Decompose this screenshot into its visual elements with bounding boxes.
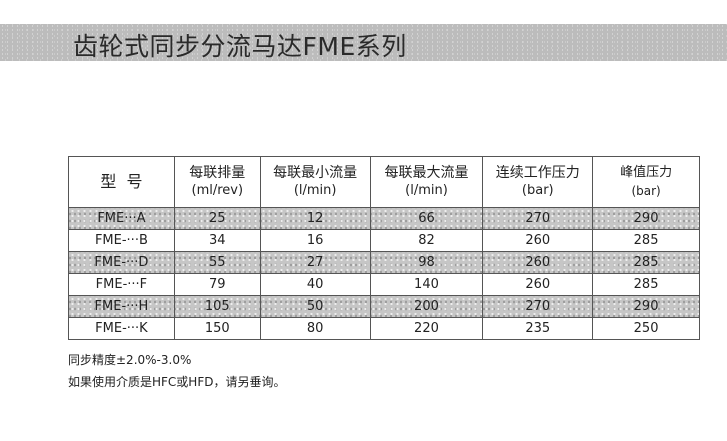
cell-value: 260	[482, 273, 594, 296]
cell-value: 82	[369, 229, 484, 252]
cell-value: 27	[259, 251, 371, 274]
cell-model: FME-···D	[68, 251, 175, 274]
table-row: FME-···K 150 80 220 235 250	[68, 317, 700, 340]
header-model: 型 号	[68, 156, 175, 208]
header-max-flow: 每联最大流量 (l/min)	[369, 156, 484, 208]
cell-value: 285	[592, 229, 700, 252]
cell-value: 40	[259, 273, 371, 296]
cell-value: 285	[592, 251, 700, 274]
cell-value: 285	[592, 273, 700, 296]
cell-value: 260	[482, 229, 594, 252]
cell-value: 260	[482, 251, 594, 274]
table-row: FME-···F 79 40 140 260 285	[68, 273, 700, 296]
cell-model: FME-···H	[68, 295, 175, 318]
cell-value: 270	[482, 207, 594, 230]
table-row: FME-···B 34 16 82 260 285	[68, 229, 700, 252]
cell-value: 140	[369, 273, 484, 296]
cell-value: 270	[482, 295, 594, 318]
cell-value: 16	[259, 229, 371, 252]
page-title: 齿轮式同步分流马达FME系列	[73, 32, 407, 61]
cell-value: 25	[173, 207, 261, 230]
header-continuous-pressure: 连续工作压力 (bar)	[482, 156, 594, 208]
cell-value: 80	[259, 317, 371, 340]
table-header: 型 号 每联排量 (ml/rev) 每联最小流量 (l/min) 每联最大流量 (l/…	[68, 156, 700, 208]
cell-value: 34	[173, 229, 261, 252]
cell-value: 200	[369, 295, 484, 318]
cell-value: 50	[259, 295, 371, 318]
cell-value: 250	[592, 317, 700, 340]
note-hfc-hfd: 如果使用介质是HFC或HFD，请另垂询。	[68, 375, 286, 389]
cell-value: 220	[369, 317, 484, 340]
cell-value: 235	[482, 317, 594, 340]
cell-model: FME-···F	[68, 273, 175, 296]
notes: 同步精度±2.0%-3.0% 如果使用介质是HFC或HFD，请另垂询。	[68, 349, 285, 393]
spec-table: 型 号 每联排量 (ml/rev) 每联最小流量 (l/min) 每联最大流量 (l/…	[68, 156, 700, 340]
cell-value: 290	[592, 295, 700, 318]
cell-model: FME-···K	[68, 317, 175, 340]
cell-value: 290	[592, 207, 700, 230]
cell-model: FME···A	[68, 207, 175, 230]
cell-value: 66	[369, 207, 484, 230]
cell-value: 150	[173, 317, 261, 340]
cell-value: 55	[173, 251, 261, 274]
header-peak-pressure: 峰值压力 (bar)	[592, 156, 700, 208]
table-row: FME-···D 55 27 98 260 285	[68, 251, 700, 274]
cell-value: 79	[173, 273, 261, 296]
cell-value: 98	[369, 251, 484, 274]
table-row: FME···A 25 12 66 270 290	[68, 207, 700, 230]
cell-model: FME-···B	[68, 229, 175, 252]
note-sync-accuracy: 同步精度±2.0%-3.0%	[68, 353, 192, 367]
header-min-flow: 每联最小流量 (l/min)	[259, 156, 371, 208]
title-bar: 齿轮式同步分流马达FME系列	[0, 24, 727, 61]
cell-value: 105	[173, 295, 261, 318]
cell-value: 12	[259, 207, 371, 230]
header-displacement: 每联排量 (ml/rev)	[173, 156, 261, 208]
table-row: FME-···H 105 50 200 270 290	[68, 295, 700, 318]
